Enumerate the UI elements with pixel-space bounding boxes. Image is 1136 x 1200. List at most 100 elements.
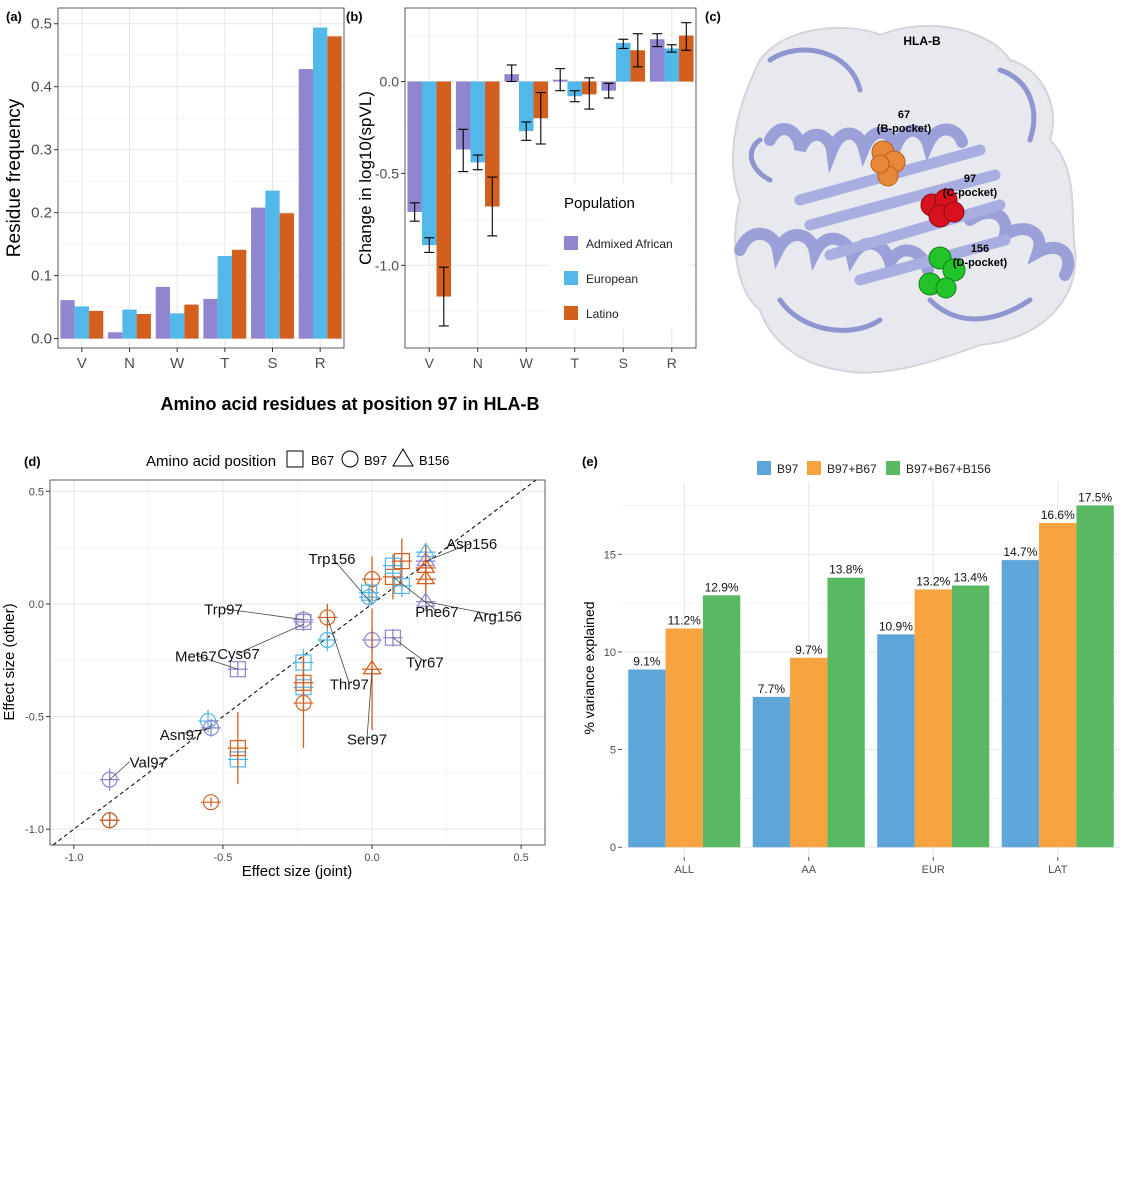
value-label: 11.2% [668,613,701,627]
annotation-label: Asn97 [160,727,203,744]
y-tick-label: 5 [610,745,616,757]
x-tick-label: V [425,355,435,371]
point-square [384,557,402,574]
bar [679,35,694,82]
legend-swatch-b97-b67-b156 [886,461,900,475]
legend-label-admixed-african: Admixed African [586,237,673,251]
chart-d-frame [49,479,546,846]
bar [518,81,534,132]
annotation-label: Thr97 [330,676,369,693]
data-point [201,794,222,811]
y-tick-label: 0.5 [29,486,44,498]
x-tick-label: AA [801,864,816,876]
value-label: 13.8% [829,563,863,577]
bar [88,310,104,339]
x-tick-label: ALL [674,864,694,876]
panel-label-c: (c) [705,9,721,24]
bar [217,256,232,339]
bar [827,577,865,848]
legend-title: Population [564,195,635,212]
annotation-leader [180,727,212,735]
legend-square-icon [286,450,304,468]
x-tick-label: S [619,355,628,371]
bar [914,589,952,848]
y-tick-label: -1.0 [375,257,399,273]
bar [951,585,990,848]
chart-d-xlabel: Effect size (joint) [242,863,353,880]
chart-a-ylabel: Residue frequency [4,98,25,257]
bar [470,81,486,163]
bar [265,190,280,339]
chart-a-frame [57,7,345,349]
value-label: 7.7% [758,682,786,696]
point-square [229,661,246,678]
annotation-leader [331,557,373,605]
legend-swatch-latino [564,306,578,320]
bar [702,595,741,848]
data-point [362,556,383,602]
data-point [99,812,120,829]
bar [628,669,666,848]
variance-explained-chart: B97 B97+B67 B97+B67+B156 9.1% 11.2% 12.9% 7… [581,461,1120,876]
y-tick-label: -0.5 [375,165,399,181]
label-67-num: 67 [898,109,910,121]
point-circle [295,694,312,712]
annotation-label: Cys67 [217,646,260,663]
point-circle [101,812,118,829]
bar [136,314,151,339]
legend-box [550,183,690,329]
bar [298,69,314,339]
y-tick-label: 0.4 [31,79,52,96]
bar [1076,505,1114,848]
x-tick-label: EUR [922,864,945,876]
data-point [227,712,248,785]
population-legend: Population Admixed African European Lati… [550,183,690,329]
legend-swatch-b97 [757,461,771,475]
annotation-label: Trp97 [204,602,243,619]
value-label: 16.6% [1041,508,1075,522]
legend-swatch-admixed-african [564,236,578,250]
legend-triangle-icon [392,448,414,467]
panel-label-d: (d) [24,454,41,469]
bar [60,300,75,339]
position-legend: Amino acid position B67 B97 B156 [146,448,449,470]
y-tick-label: 0.0 [380,74,400,90]
data-point [293,657,314,749]
y-tick-label: -0.5 [25,712,44,724]
annotation-leader [366,669,373,739]
annotation-leader [238,623,304,654]
annotation-label: Val97 [130,755,167,772]
legend-label-european: European [586,272,638,286]
data-point [391,574,412,598]
y-tick-label: 10 [604,647,616,659]
panel-label-a: (a) [6,9,22,24]
bar [155,286,171,339]
point-square [229,740,246,757]
value-label: 17.5% [1078,490,1112,504]
annotation-leader [223,608,304,621]
point-triangle [416,569,436,585]
hla-b-structure-image: HLA-B 67 (B-pocket) 97 (C-pocket) 156 (D… [731,24,1077,374]
legend-circle-icon [341,450,359,468]
bar [665,628,703,848]
bar [1001,560,1040,848]
residue-97-spheres [920,188,965,228]
x-tick-label: T [570,355,579,371]
value-label: 13.2% [916,574,950,588]
x-tick-label: R [315,355,326,372]
annotation-label: Trp156 [309,551,356,568]
legend-label-b97-b67-b156: B97+B67+B156 [906,462,991,476]
bar [436,81,452,297]
value-label: 9.7% [795,643,823,657]
annotation-label: Phe67 [415,604,458,621]
value-label: 14.7% [1003,545,1037,559]
x-tick-label: -1.0 [64,852,83,864]
point-triangle [416,592,436,607]
x-tick-label: N [473,355,483,371]
annotation-leader [425,601,498,617]
annotation-leader [109,761,130,780]
bar [1039,523,1077,848]
y-tick-label: 0.0 [31,331,52,348]
bar [122,309,137,339]
chart-e-ylabel: % variance explained [581,601,597,734]
